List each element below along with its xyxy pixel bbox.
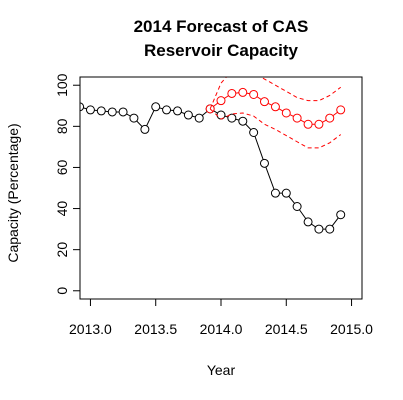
series-0-point	[292, 202, 302, 211]
series-0-point	[259, 158, 269, 168]
series-0-point	[303, 217, 313, 227]
series-3-line	[209, 108, 342, 149]
x-tick-label: 2015.0	[330, 321, 373, 337]
series-0-point	[325, 224, 335, 234]
series-0-line	[80, 106, 342, 230]
series-0-point	[162, 105, 172, 115]
series-0-point	[249, 128, 259, 137]
y-tick-label: 80	[54, 118, 70, 134]
x-tick-label: 2013.5	[134, 321, 177, 337]
series-2-line	[209, 77, 342, 110]
x-tick-label: 2013.0	[69, 321, 112, 337]
chart-title-line-1: 2014 Forecast of CAS	[134, 17, 309, 36]
series-1-point	[292, 113, 302, 123]
series-0-point	[336, 210, 346, 220]
series-0-point	[270, 188, 280, 198]
series-0-point	[238, 116, 248, 126]
y-tick-label: 0	[54, 287, 70, 295]
series-1-point	[303, 119, 313, 129]
series-1-point	[227, 88, 237, 98]
y-axis: 0 20 40 60 80 100	[54, 73, 80, 295]
x-tick-label: 2014.0	[200, 321, 243, 337]
x-axis: 2013.0 2013.5 2014.0 2014.5 2015.0	[69, 299, 373, 337]
series-0-point	[151, 102, 161, 112]
series-0-point	[216, 110, 226, 120]
series-0-point	[80, 102, 85, 112]
series-1-point	[336, 105, 346, 115]
y-tick-label: 60	[54, 159, 70, 175]
y-tick-label: 20	[54, 242, 70, 258]
series-0-point	[107, 107, 117, 117]
series-0-point	[314, 224, 324, 234]
x-axis-label: Year	[207, 362, 236, 378]
y-tick-label: 40	[54, 201, 70, 217]
series-0-point	[118, 107, 128, 117]
series-1-point	[249, 89, 259, 99]
series-1-point	[270, 102, 280, 112]
series-1-point	[314, 119, 324, 129]
y-tick-label: 100	[54, 73, 70, 97]
series-layer	[80, 77, 346, 234]
series-1-point	[216, 96, 226, 106]
series-0-point	[281, 188, 291, 198]
series-0-point	[194, 113, 204, 123]
series-0-point	[140, 124, 150, 134]
series-1-point	[259, 97, 269, 107]
x-tick-label: 2014.5	[265, 321, 308, 337]
series-1-point	[325, 113, 335, 123]
series-1-point	[238, 87, 248, 97]
series-0-point	[183, 110, 193, 120]
series-0-point	[85, 105, 95, 115]
series-1-point	[281, 108, 291, 118]
y-axis-label: Capacity (Percentage)	[5, 123, 21, 262]
chart-title-line-2: Reservoir Capacity	[144, 41, 299, 60]
series-0-point	[227, 113, 237, 123]
series-0-point	[173, 106, 183, 116]
series-0-point	[129, 113, 139, 123]
series-0-point	[96, 106, 106, 116]
